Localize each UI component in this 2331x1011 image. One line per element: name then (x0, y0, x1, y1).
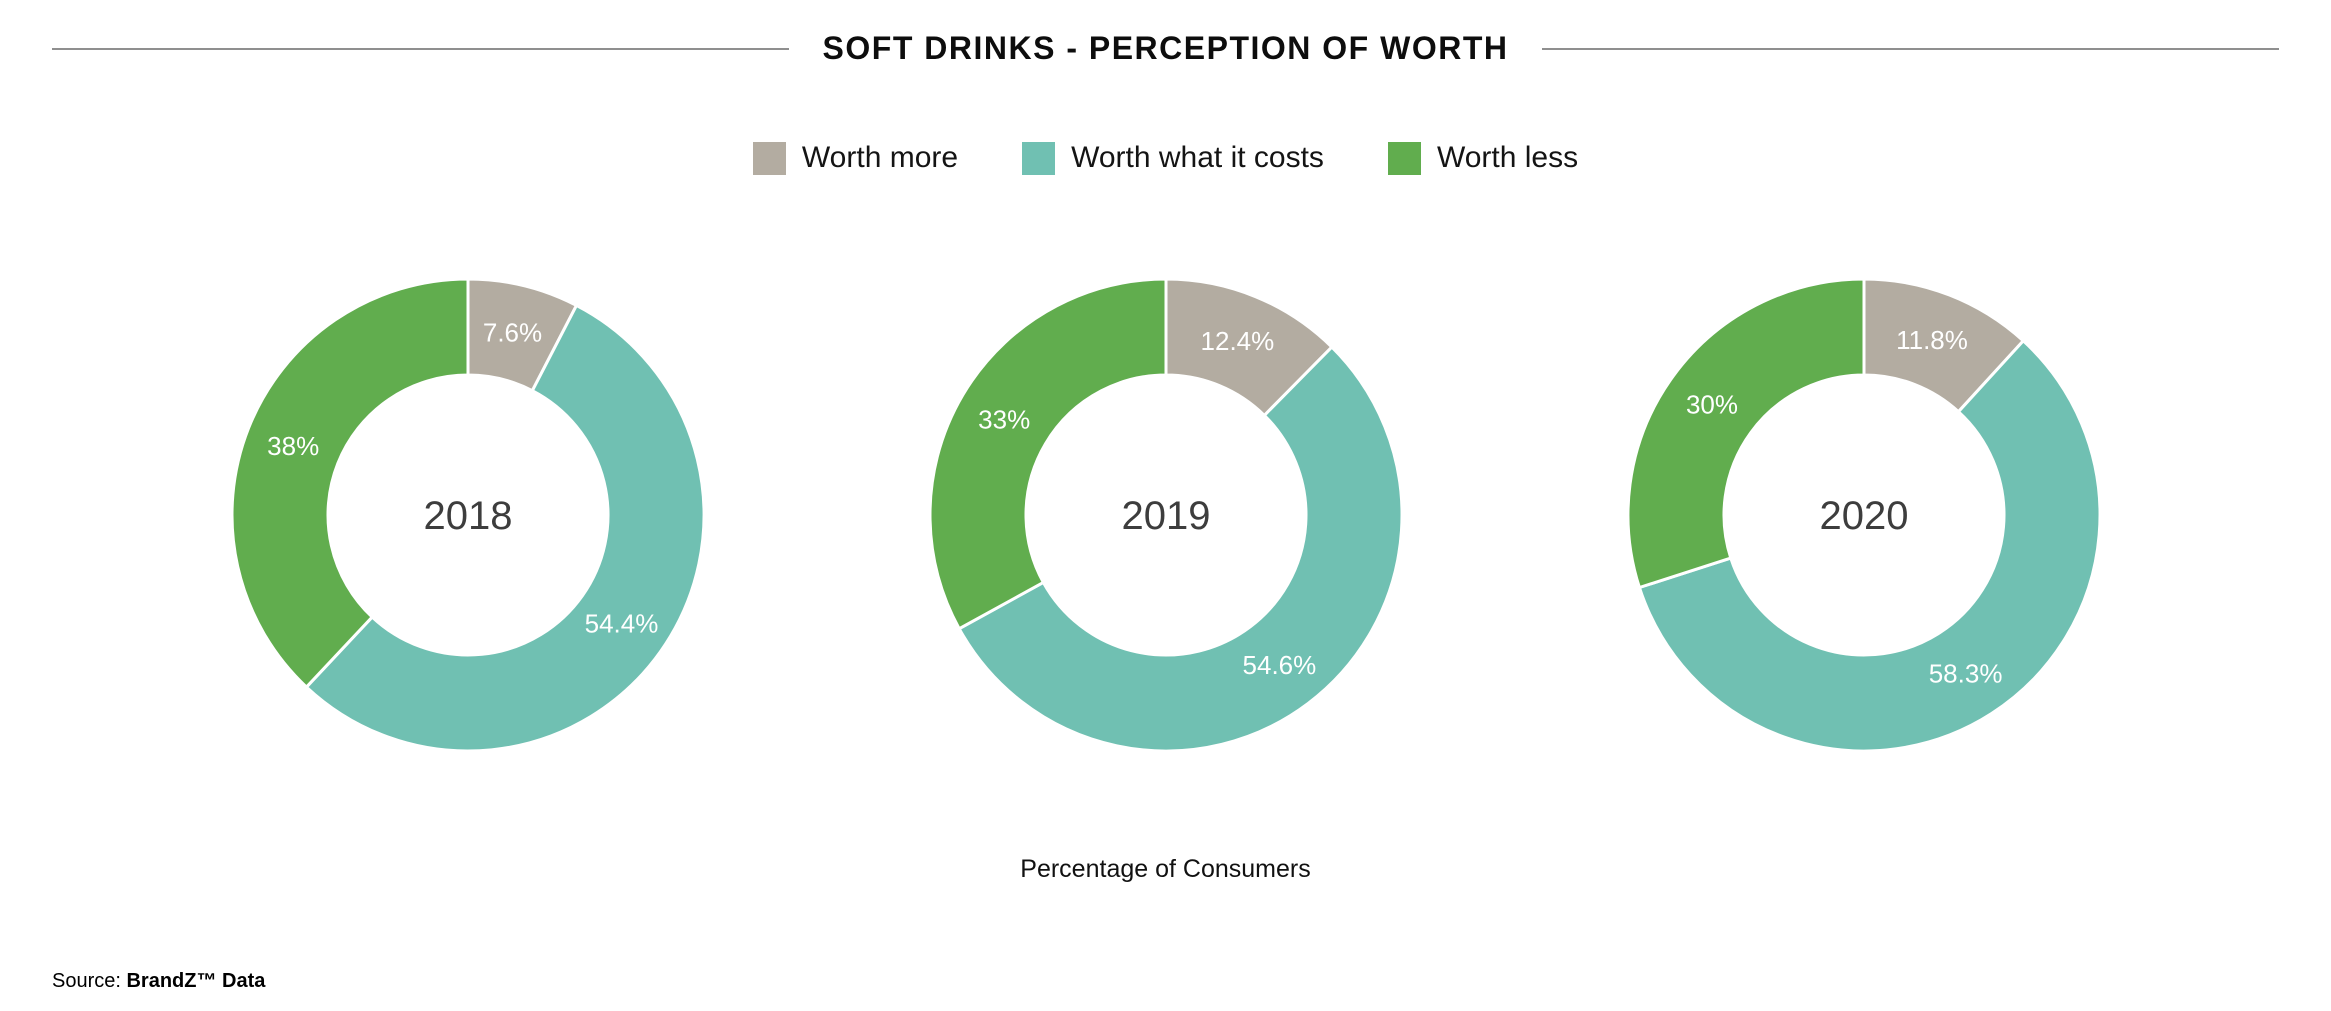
legend-label: Worth less (1436, 141, 1579, 174)
donut-segment-worth-less (1626, 277, 1865, 590)
source-note: Source: BrandZ™ Data (0, 970, 2331, 1011)
donut-svg-2019: 12.4% 54.6% 33% 2019 (928, 277, 1403, 753)
chart-title: SOFT DRINKS - PERCEPTION OF WORTH (822, 30, 1509, 66)
data-label-worth-less: 38% (267, 431, 319, 461)
legend-label: Worth more (801, 141, 959, 174)
legend-swatch-worth-less (1387, 141, 1421, 175)
data-label-worth-more: 12.4% (1200, 326, 1274, 356)
donut-segment-worth-less (928, 277, 1167, 631)
donut-chart-2019: 12.4% 54.6% 33% 2019 (926, 275, 1406, 755)
data-label-worth-more: 7.6% (482, 317, 541, 347)
data-label-worth-what-it-costs: 54.4% (584, 609, 658, 639)
donut-charts-row: 7.6% 54.4% 38% 2018 12.4% 54.6% 33% 2019 11.8% 58… (0, 275, 2331, 755)
legend-label: Worth what it costs (1071, 141, 1324, 174)
donut-segment-worth-what-it-costs (1637, 339, 2101, 753)
legend-item-worth-less: Worth less (1387, 141, 1579, 175)
donut-center-label: 2020 (1819, 494, 1908, 538)
donut-chart-2020: 11.8% 58.3% 30% 2020 (1624, 275, 2104, 755)
donut-segment-worth-what-it-costs (957, 345, 1403, 753)
legend-swatch-worth-what-it-costs (1022, 141, 1056, 175)
data-label-worth-what-it-costs: 54.6% (1242, 650, 1316, 680)
legend: Worth more Worth what it costs Worth less (0, 141, 2331, 175)
data-label-worth-more: 11.8% (1896, 325, 1968, 355)
donut-svg-2018: 7.6% 54.4% 38% 2018 (230, 277, 705, 753)
source-prefix: Source: (52, 970, 127, 992)
donut-center-label: 2018 (423, 494, 512, 538)
source-name: BrandZ™ Data (126, 970, 266, 992)
donut-segment-worth-less (230, 277, 469, 689)
data-label-worth-less: 33% (978, 404, 1030, 434)
x-axis-label: Percentage of Consumers (1020, 855, 1311, 883)
legend-item-worth-what-it-costs: Worth what it costs (1022, 141, 1324, 175)
legend-swatch-worth-more (752, 141, 786, 175)
donut-chart-2018: 7.6% 54.4% 38% 2018 (228, 275, 708, 755)
data-label-worth-less: 30% (1685, 390, 1737, 420)
title-rule-left (52, 47, 789, 50)
data-label-worth-what-it-costs: 58.3% (1928, 658, 2002, 688)
legend-item-worth-more: Worth more (752, 141, 959, 175)
chart-header: SOFT DRINKS - PERCEPTION OF WORTH (0, 0, 2331, 67)
donut-segment-worth-what-it-costs (304, 303, 705, 753)
donut-center-label: 2019 (1121, 494, 1210, 538)
donut-svg-2020: 11.8% 58.3% 30% 2020 (1626, 277, 2101, 753)
title-rule-right (1542, 47, 2279, 50)
